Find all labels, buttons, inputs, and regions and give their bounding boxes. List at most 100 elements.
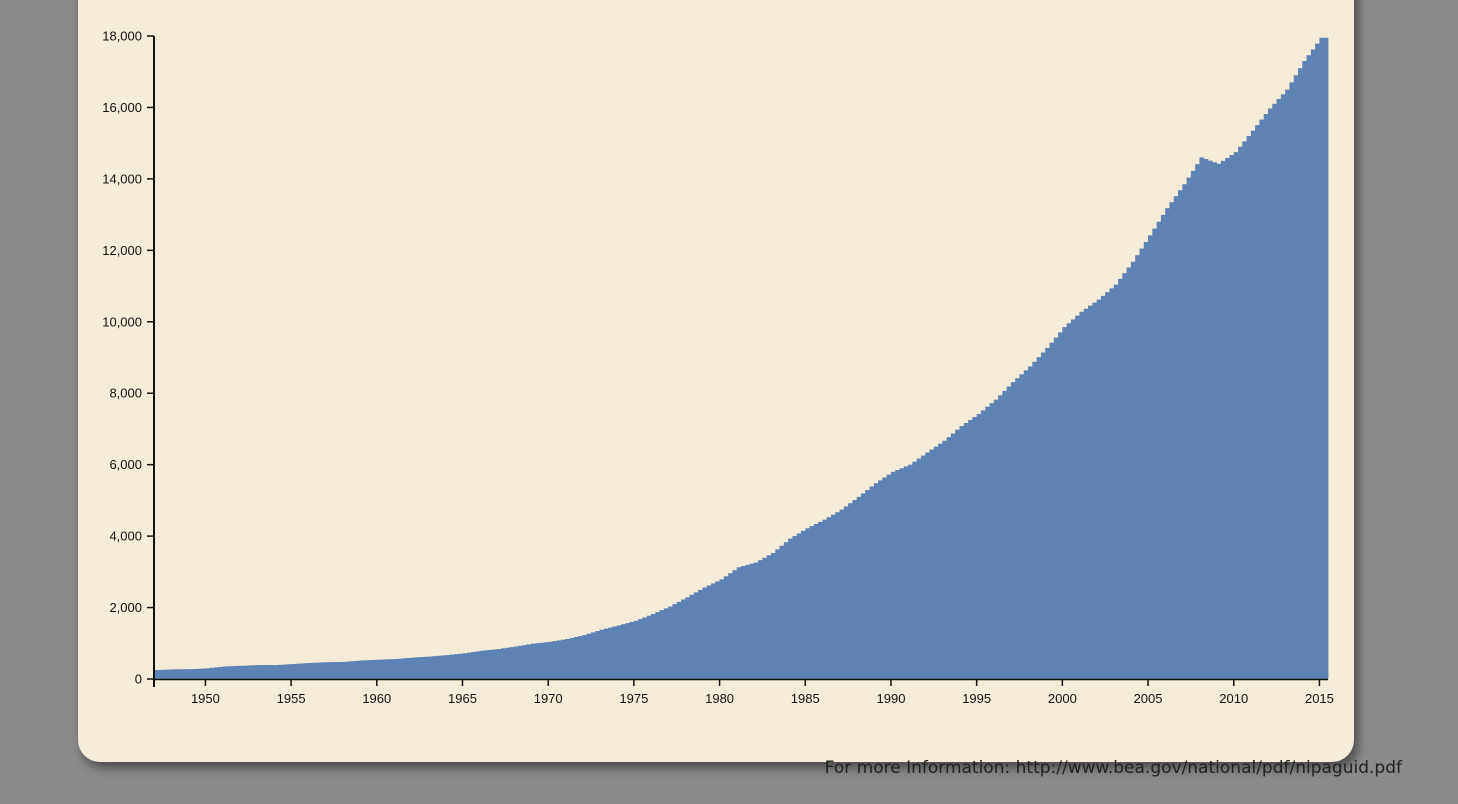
bar-127 [698,589,703,679]
bar-158 [830,514,836,679]
bar-3 [166,669,172,679]
bar-213 [1066,323,1072,679]
bar-60 [411,657,416,679]
bar-165 [860,493,866,679]
bar-177 [912,461,918,679]
bar-12 [205,668,211,679]
bar-162 [848,503,853,679]
bar-66 [436,655,442,679]
bar-239 [1178,190,1183,679]
bar-166 [865,490,870,679]
bar-16 [222,666,228,679]
bar-200 [1010,382,1016,679]
bar-19 [235,665,241,679]
bar-204 [1028,366,1033,679]
bar-236 [1165,208,1170,680]
bar-269 [1306,55,1312,680]
bar-18 [231,666,236,679]
bar-54 [385,659,391,679]
bar-144 [770,552,776,679]
bar-10 [196,668,202,679]
bar-120 [668,606,673,679]
bar-141 [758,560,763,679]
bar-132 [719,579,725,679]
bar-161 [843,506,849,679]
bar-245 [1203,159,1209,679]
bar-119 [663,608,669,679]
bar-253 [1238,146,1243,679]
bar-258 [1259,119,1265,680]
bar-155 [818,521,823,679]
bar-247 [1212,162,1217,679]
bar-35 [303,663,309,679]
bar-118 [659,610,665,679]
x-tick-label-9: 1995 [962,691,991,706]
bar-89 [535,643,541,679]
bar-163 [852,500,858,679]
bar-231 [1143,241,1149,680]
bar-113 [638,619,643,679]
bar-235 [1160,214,1166,680]
bar-59 [406,657,412,679]
bar-238 [1173,196,1179,679]
bar-151 [800,530,806,679]
bar-135 [732,570,738,679]
bar-182 [933,446,939,679]
y-tick-label-0: 0 [135,672,142,687]
bar-197 [998,395,1003,679]
bar-95 [561,639,566,679]
bar-201 [1015,378,1020,679]
bar-28 [273,665,279,679]
bar-47 [355,660,361,679]
bar-187 [955,429,960,679]
bar-116 [651,613,656,679]
bar-105 [603,628,609,679]
x-tick-label-11: 2005 [1134,691,1163,706]
bar-75 [475,651,481,679]
bar-199 [1006,386,1012,679]
bar-64 [428,656,433,679]
bar-9 [192,668,198,679]
y-tick-label-1: 2,000 [109,600,142,615]
y-axis: 0 2,000 4,000 6,000 8,000 10,000 12,000 14,000 1… [102,29,155,687]
bar-143 [766,555,772,679]
bar-173 [895,470,900,679]
bar-101 [586,633,592,679]
bar-97 [569,638,575,679]
bar-30 [282,664,288,679]
bar-94 [556,640,562,679]
footer-link[interactable]: http://www.bea.gov/national/pdf/nipaguid… [1015,758,1402,778]
bar-209 [1049,342,1055,679]
bar-38 [316,662,322,679]
bar-45 [346,661,352,679]
bar-156 [822,519,828,679]
bar-131 [715,581,720,679]
bar-220 [1096,299,1102,679]
bar-27 [269,665,275,679]
bar-226 [1122,273,1128,679]
bar-202 [1019,374,1025,679]
bar-125 [689,594,695,679]
bar-39 [321,662,326,679]
bar-34 [299,663,305,679]
x-tick-label-3: 1965 [448,691,477,706]
bar-91 [543,642,549,679]
bar-146 [779,545,785,679]
bar-130 [711,583,716,679]
bar-227 [1126,267,1132,679]
bar-190 [968,420,973,679]
bar-2 [162,669,168,679]
bar-24 [256,665,262,679]
bar-147 [783,542,789,679]
bar-58 [402,658,408,679]
bar-255 [1246,136,1252,679]
bar-246 [1208,160,1213,680]
bar-178 [916,458,922,679]
bar-224 [1113,284,1119,679]
bar-93 [552,641,558,679]
bar-152 [805,528,810,679]
bar-210 [1053,337,1059,679]
bar-61 [415,657,421,679]
bar-172 [890,471,896,679]
